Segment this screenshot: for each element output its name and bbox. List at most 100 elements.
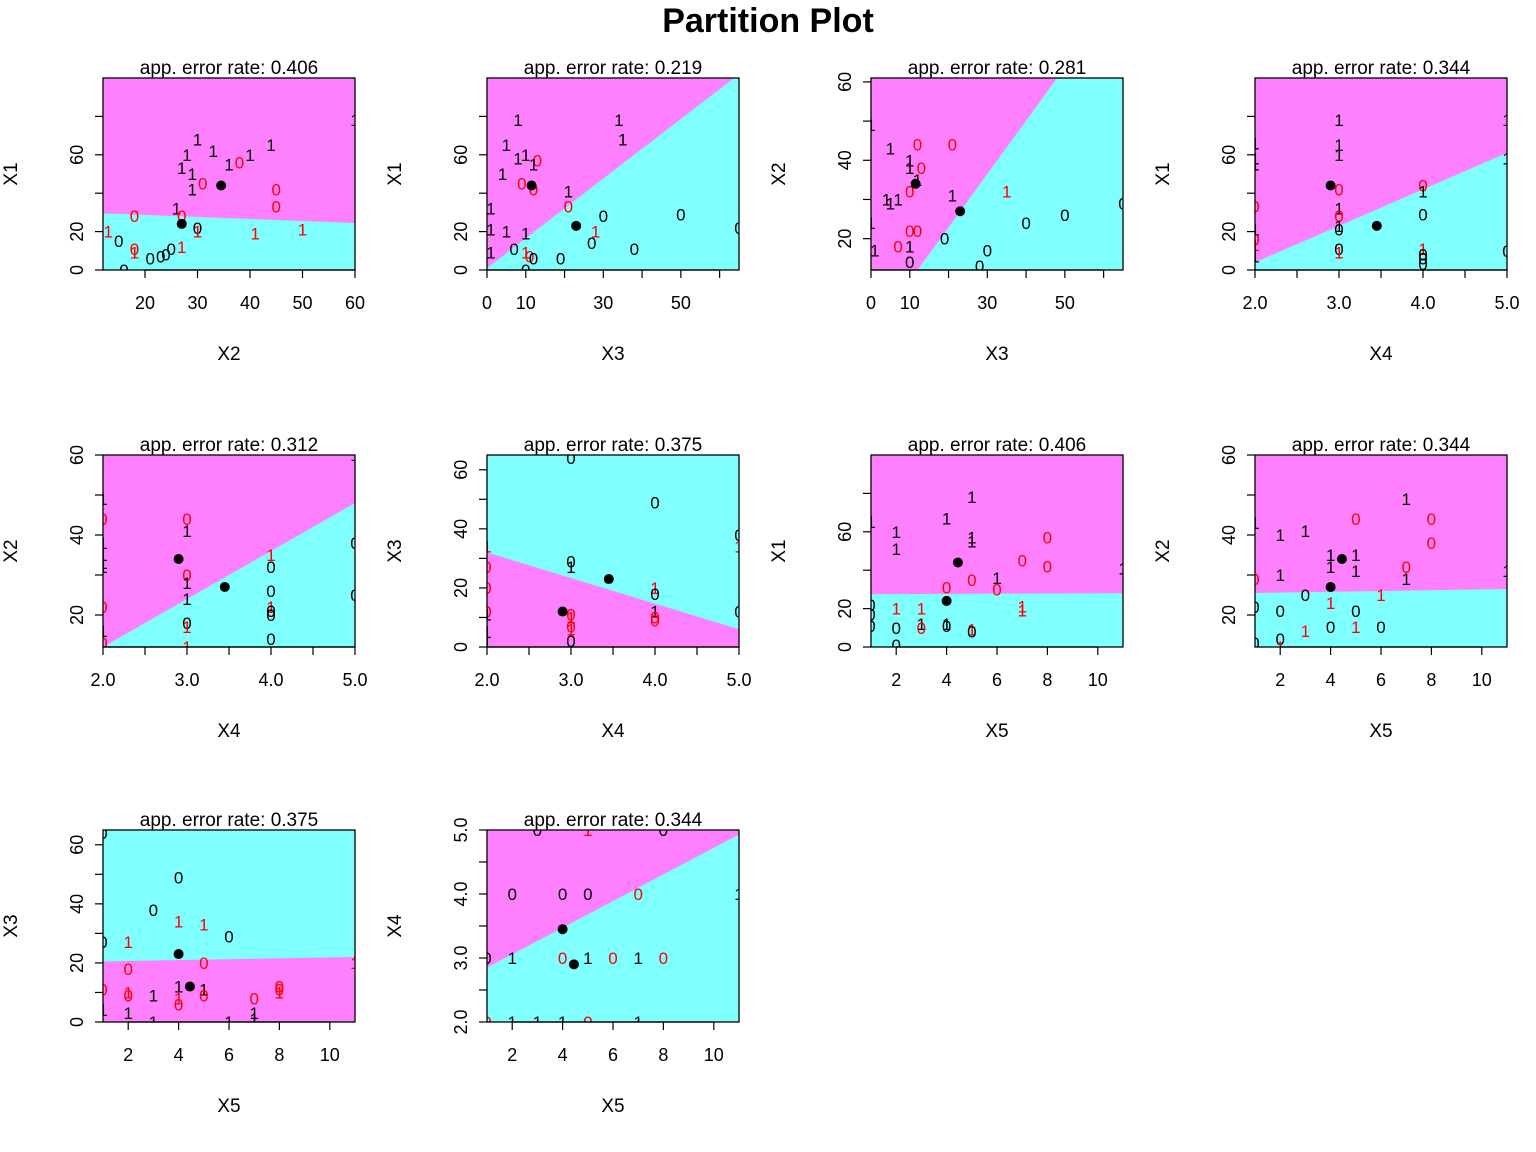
point-label: 0 <box>676 205 685 224</box>
point-label: 0 <box>967 623 976 642</box>
point-label: 1 <box>350 111 359 130</box>
point-label: 1 <box>1250 134 1259 153</box>
point-label: 1 <box>942 615 951 634</box>
y-tick-label: 5.0 <box>451 817 471 842</box>
x-tick-label: 3.0 <box>1326 293 1351 313</box>
point-label: 1 <box>1334 200 1343 219</box>
point-label: 0 <box>1017 552 1026 571</box>
point-label: 0 <box>174 995 183 1014</box>
y-tick-label: 0 <box>67 265 87 275</box>
point-label: 1 <box>564 182 573 201</box>
class-mean-marker <box>176 218 187 229</box>
point-label: 0 <box>659 821 668 840</box>
y-tick-label: 20 <box>835 229 855 249</box>
point-label: 1 <box>1502 150 1511 169</box>
x-tick-label: 2 <box>123 1045 133 1065</box>
point-label: 0 <box>98 598 107 617</box>
point-label: 0 <box>482 1013 491 1032</box>
y-tick-label: 0 <box>451 265 471 275</box>
point-label: 0 <box>1334 180 1343 199</box>
point-label: 1 <box>583 821 592 840</box>
point-label: 1 <box>199 981 208 1000</box>
point-label: 1 <box>177 159 186 178</box>
class-mean-marker <box>1371 220 1382 231</box>
point-label: 1 <box>502 223 511 242</box>
y-tick-label: 2.0 <box>451 1009 471 1034</box>
panel-title: app. error rate: 0.375 <box>140 810 319 831</box>
point-label: 0 <box>630 240 639 259</box>
point-label: 0 <box>149 901 158 920</box>
x-tick-label: 60 <box>345 293 365 313</box>
point-label: 1 <box>870 241 879 260</box>
point-label: 0 <box>1334 207 1343 226</box>
panel-8: 1100110111101101010010001100124681020406… <box>1153 435 1508 742</box>
point-label: 0 <box>482 949 491 968</box>
x-tick-label: 4 <box>174 1045 184 1065</box>
x-axis-label: X4 <box>217 721 241 742</box>
point-label: 0 <box>275 981 284 1000</box>
point-label: 0 <box>583 885 592 904</box>
point-label: 1 <box>199 916 208 935</box>
point-label: 0 <box>992 580 1001 599</box>
x-tick-label: 5.0 <box>342 670 367 690</box>
point-label: 0 <box>156 248 165 267</box>
point-label: 0 <box>1250 634 1259 653</box>
x-tick-label: 5.0 <box>1494 293 1519 313</box>
point-label: 0 <box>1334 221 1343 240</box>
point-label: 0 <box>734 219 743 238</box>
point-label: 1 <box>1351 618 1360 637</box>
y-tick-label: 60 <box>67 835 87 855</box>
point-label: 1 <box>992 569 1001 588</box>
point-label: 0 <box>659 949 668 968</box>
point-label: 1 <box>182 590 191 609</box>
point-label: 1 <box>893 190 902 209</box>
point-label: 0 <box>1250 230 1259 249</box>
point-label: 0 <box>1250 198 1259 217</box>
point-label: 1 <box>104 223 113 242</box>
point-label: 1 <box>98 534 107 553</box>
x-tick-label: 6 <box>608 1045 618 1065</box>
point-label: 1 <box>967 488 976 507</box>
x-tick-label: 0 <box>482 293 492 313</box>
x-tick-label: 6 <box>1376 670 1386 690</box>
point-label: 1 <box>1301 622 1310 641</box>
point-label: 1 <box>905 237 914 256</box>
point-label: 1 <box>1250 248 1259 267</box>
y-axis-label: X3 <box>385 539 406 562</box>
point-label: 1 <box>1250 221 1259 240</box>
point-label: 1 <box>249 1004 258 1023</box>
point-label: 1 <box>266 136 275 155</box>
point-label: 1 <box>948 187 957 206</box>
point-label: 1 <box>98 622 107 641</box>
point-label: 1 <box>566 558 575 577</box>
point-label: 1 <box>193 223 202 242</box>
class-mean-marker <box>173 949 184 960</box>
point-label: 1 <box>905 151 914 170</box>
point-label: 1 <box>149 1013 158 1032</box>
point-label: 0 <box>114 232 123 251</box>
point-label: 0 <box>1275 602 1284 621</box>
point-label: 0 <box>1351 602 1360 621</box>
point-label: 1 <box>507 1013 516 1032</box>
x-tick-label: 10 <box>516 293 536 313</box>
point-label: 1 <box>1502 111 1511 130</box>
point-label: 0 <box>1376 618 1385 637</box>
point-label: 0 <box>650 585 659 604</box>
point-label: 1 <box>149 986 158 1005</box>
point-label: 1 <box>1017 598 1026 617</box>
point-label: 1 <box>633 1013 642 1032</box>
y-axis-label: X1 <box>1153 162 1174 185</box>
point-label: 0 <box>734 526 743 545</box>
class-mean-marker <box>1325 582 1336 592</box>
point-label: 0 <box>558 885 567 904</box>
point-label: 1 <box>209 142 218 161</box>
point-label: 1 <box>1275 526 1284 545</box>
point-label: 0 <box>1427 534 1436 553</box>
point-label: 1 <box>521 225 530 244</box>
x-tick-label: 2 <box>507 1045 517 1065</box>
point-label: 1 <box>614 111 623 130</box>
point-label: 0 <box>558 949 567 968</box>
x-tick-label: 4.0 <box>258 670 283 690</box>
